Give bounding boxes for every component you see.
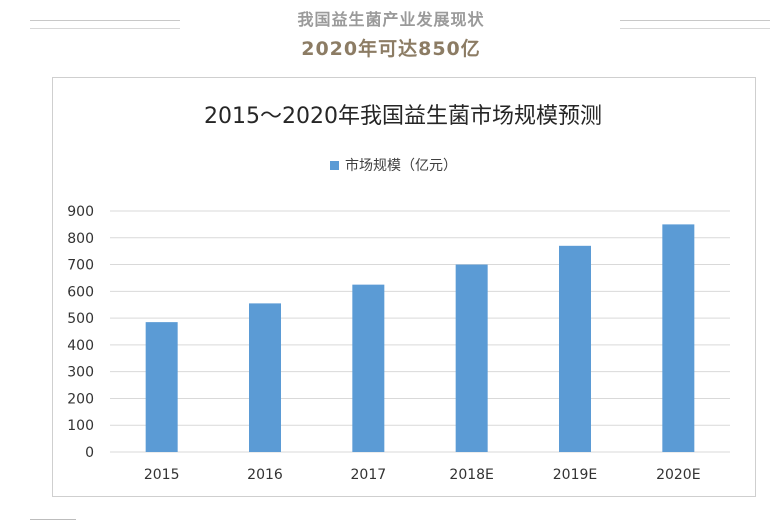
y-tick-label: 500 bbox=[67, 311, 94, 327]
y-tick-label: 200 bbox=[67, 391, 94, 407]
y-tick-label: 300 bbox=[67, 365, 94, 381]
bar-2020E bbox=[662, 224, 695, 452]
grid-lines bbox=[110, 210, 730, 453]
header-rule-right-top bbox=[620, 20, 770, 21]
x-tick-label: 2019E bbox=[553, 467, 597, 483]
y-tick-label: 0 bbox=[85, 445, 94, 461]
y-axis-ticks: 0 100 200 300 400 500 600 700 800 900 bbox=[67, 204, 94, 461]
x-tick-label: 2015 bbox=[144, 467, 180, 483]
page-title: 我国益生菌产业发展现状 bbox=[297, 10, 485, 29]
header-rule-right-bottom bbox=[620, 28, 770, 29]
legend: 市场规模（亿元） bbox=[330, 157, 457, 174]
y-tick-label: 400 bbox=[67, 338, 94, 354]
x-tick-label: 2020E bbox=[656, 467, 700, 483]
legend-label: 市场规模（亿元） bbox=[345, 157, 457, 174]
y-tick-label: 700 bbox=[67, 258, 94, 274]
y-tick-label: 800 bbox=[67, 231, 94, 247]
bar-2016 bbox=[249, 303, 281, 452]
bar-2018E bbox=[455, 264, 488, 452]
bar-2017 bbox=[352, 284, 385, 452]
y-tick-label: 100 bbox=[67, 418, 94, 434]
legend-swatch bbox=[330, 161, 339, 170]
y-tick-label: 900 bbox=[67, 204, 94, 220]
x-tick-label: 2018E bbox=[449, 467, 493, 483]
footer-mark bbox=[30, 519, 76, 520]
page-subtitle: 2020年可达850亿 bbox=[301, 38, 481, 60]
bars bbox=[145, 224, 695, 452]
bar-2019E bbox=[559, 245, 591, 452]
x-axis-ticks: 2015 2016 2017 2018E 2019E 2020E bbox=[144, 467, 701, 483]
bar-2015 bbox=[145, 322, 178, 452]
y-tick-label: 600 bbox=[67, 284, 94, 300]
chart-title: 2015～2020年我国益生菌市场规模预测 bbox=[204, 104, 602, 129]
x-tick-label: 2016 bbox=[247, 467, 283, 483]
header-rule-left-top bbox=[30, 20, 180, 21]
x-tick-label: 2017 bbox=[351, 467, 387, 483]
header-rule-left-bottom bbox=[30, 28, 180, 29]
